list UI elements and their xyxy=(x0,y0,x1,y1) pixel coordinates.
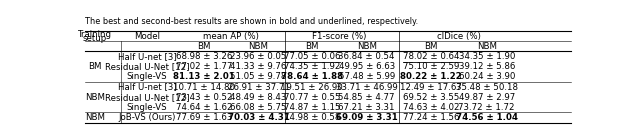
Text: 74.63 ± 4.02: 74.63 ± 4.02 xyxy=(403,103,460,112)
Text: BM: BM xyxy=(197,42,211,51)
Text: 57.48 ± 5.99: 57.48 ± 5.99 xyxy=(339,72,395,81)
Text: BM: BM xyxy=(305,42,319,51)
Text: JoB-VS (Ours): JoB-VS (Ours) xyxy=(118,113,175,122)
Text: 69.09 ± 3.31: 69.09 ± 3.31 xyxy=(336,113,397,122)
Text: 33.71 ± 46.99: 33.71 ± 46.99 xyxy=(336,83,397,92)
Text: NBM: NBM xyxy=(85,113,105,122)
Text: Residual U-Net [12]: Residual U-Net [12] xyxy=(105,62,189,71)
Text: mean AP (%): mean AP (%) xyxy=(204,32,259,41)
Text: 73.43 ± 0.52: 73.43 ± 0.52 xyxy=(176,93,232,102)
Text: Half U-net [3]: Half U-net [3] xyxy=(118,52,177,61)
Text: 70.03 ± 4.31: 70.03 ± 4.31 xyxy=(228,113,289,122)
Text: 41.33 ± 9.76: 41.33 ± 9.76 xyxy=(230,62,287,71)
Text: 68.98 ± 3.26: 68.98 ± 3.26 xyxy=(176,52,232,61)
Text: 75.10 ± 2.59: 75.10 ± 2.59 xyxy=(403,62,460,71)
Text: 78.02 ± 0.64: 78.02 ± 0.64 xyxy=(403,52,460,61)
Text: setup: setup xyxy=(83,34,107,43)
Text: BM: BM xyxy=(88,62,102,71)
Text: 74.56 ± 1.04: 74.56 ± 1.04 xyxy=(456,113,518,122)
Text: 51.05 ± 9.78: 51.05 ± 9.78 xyxy=(230,72,287,81)
Text: Training: Training xyxy=(78,30,112,39)
Text: 77.69 ± 1.63: 77.69 ± 1.63 xyxy=(176,113,232,122)
Text: clDice (%): clDice (%) xyxy=(437,32,481,41)
Text: 73.72 ± 1.72: 73.72 ± 1.72 xyxy=(458,103,515,112)
Text: Half U-net [3]: Half U-net [3] xyxy=(118,83,177,92)
Text: 74.87 ± 1.15: 74.87 ± 1.15 xyxy=(284,103,340,112)
Text: 77.24 ± 1.56: 77.24 ± 1.56 xyxy=(403,113,460,122)
Text: BM: BM xyxy=(424,42,438,51)
Text: NBM: NBM xyxy=(85,93,105,102)
Text: Single-VS: Single-VS xyxy=(127,72,167,81)
Text: Residual U-Net [12]: Residual U-Net [12] xyxy=(105,93,189,102)
Text: The best and second-best results are shown in bold and underlined, respectively.: The best and second-best results are sho… xyxy=(85,17,418,26)
Text: 12.49 ± 17.67: 12.49 ± 17.67 xyxy=(400,83,462,92)
Text: 26.91 ± 37.71: 26.91 ± 37.71 xyxy=(228,83,289,92)
Text: 23.96 ± 0.05: 23.96 ± 0.05 xyxy=(230,52,287,61)
Text: 10.71 ± 14.80: 10.71 ± 14.80 xyxy=(173,83,235,92)
Text: 35.48 ± 50.18: 35.48 ± 50.18 xyxy=(456,83,518,92)
Text: 39.12 ± 5.86: 39.12 ± 5.86 xyxy=(458,62,515,71)
Text: Model: Model xyxy=(134,32,160,41)
Text: 70.77 ± 0.55: 70.77 ± 0.55 xyxy=(284,93,340,102)
Text: 34.35 ± 1.90: 34.35 ± 1.90 xyxy=(458,52,515,61)
Text: 49.87 ± 2.97: 49.87 ± 2.97 xyxy=(459,93,515,102)
Text: 48.49 ± 8.43: 48.49 ± 8.43 xyxy=(230,93,287,102)
Text: 19.51 ± 26.90: 19.51 ± 26.90 xyxy=(281,83,343,92)
Text: Single-VS: Single-VS xyxy=(127,103,167,112)
Text: 80.22 ± 1.22: 80.22 ± 1.22 xyxy=(400,72,462,81)
Text: NBM: NBM xyxy=(356,42,377,51)
Text: 60.24 ± 3.90: 60.24 ± 3.90 xyxy=(458,72,515,81)
Text: 69.52 ± 3.55: 69.52 ± 3.55 xyxy=(403,93,460,102)
Text: 54.85 ± 4.77: 54.85 ± 4.77 xyxy=(339,93,395,102)
Text: NBM: NBM xyxy=(248,42,269,51)
Text: 74.64 ± 1.62: 74.64 ± 1.62 xyxy=(176,103,232,112)
Text: 77.05 ± 0.06: 77.05 ± 0.06 xyxy=(284,52,340,61)
Text: 74.98 ± 0.58: 74.98 ± 0.58 xyxy=(284,113,340,122)
Text: 81.13 ± 2.01: 81.13 ± 2.01 xyxy=(173,72,235,81)
Text: 77.02 ± 1.77: 77.02 ± 1.77 xyxy=(176,62,232,71)
Text: 49.95 ± 6.63: 49.95 ± 6.63 xyxy=(339,62,395,71)
Text: 36.84 ± 0.54: 36.84 ± 0.54 xyxy=(339,52,395,61)
Text: 78.64 ± 1.88: 78.64 ± 1.88 xyxy=(281,72,343,81)
Text: F1-score (%): F1-score (%) xyxy=(312,32,367,41)
Text: NBM: NBM xyxy=(477,42,497,51)
Text: 74.35 ± 1.92: 74.35 ± 1.92 xyxy=(284,62,340,71)
Text: 66.08 ± 5.75: 66.08 ± 5.75 xyxy=(230,103,287,112)
Text: 67.21 ± 3.31: 67.21 ± 3.31 xyxy=(339,103,395,112)
